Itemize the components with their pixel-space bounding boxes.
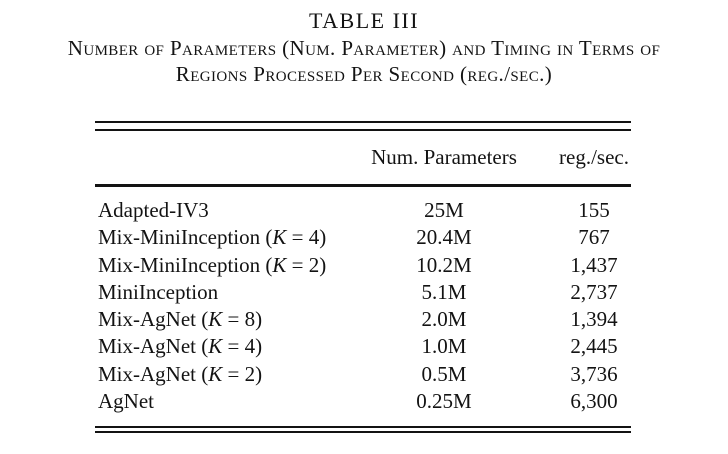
cell-reg-per-sec: 2,737 xyxy=(570,279,618,304)
cell-num-parameters: 0.25M xyxy=(416,389,472,414)
cell-reg-per-sec: 2,445 xyxy=(570,334,618,359)
table-row: MiniInception 5.1M 2,737 xyxy=(95,279,631,306)
cell-model: Mix-MiniInception (K = 2) xyxy=(98,252,327,277)
cell-model: Adapted-IV3 xyxy=(98,198,209,222)
table-row: Adapted-IV3 25M 155 xyxy=(95,197,631,224)
cell-model: MiniInception xyxy=(98,279,219,304)
table-caption-line1: Number of Parameters (Num. Parameter) an… xyxy=(67,36,661,60)
cell-reg-per-sec: 1,394 xyxy=(570,307,618,332)
cell-reg-per-sec: 6,300 xyxy=(570,389,618,414)
cell-model: AgNet xyxy=(98,389,154,414)
cell-num-parameters: 2.0M xyxy=(421,307,467,332)
cell-num-parameters: 1.0M xyxy=(421,334,467,359)
table-header-row: Num. Parameters reg./sec. xyxy=(95,131,631,187)
parameters-timing-table: Num. Parameters reg./sec. Adapted-IV3 25… xyxy=(95,121,631,434)
cell-num-parameters: 0.5M xyxy=(421,361,467,386)
cell-reg-per-sec: 767 xyxy=(578,225,610,250)
table-row: Mix-MiniInception (K = 2) 10.2M 1,437 xyxy=(95,252,631,279)
table-caption-line2: Regions Processed Per Second (reg./sec.) xyxy=(175,62,553,86)
table-body: Adapted-IV3 25M 155 Mix-MiniInception (K… xyxy=(95,187,631,426)
cell-model: Mix-AgNet (K = 4) xyxy=(98,334,263,359)
cell-num-parameters: 10.2M xyxy=(416,252,472,277)
cell-num-parameters: 5.1M xyxy=(421,279,467,304)
table-row: Mix-MiniInception (K = 4) 20.4M 767 xyxy=(95,224,631,251)
header-num-parameters: Num. Parameters xyxy=(371,145,517,169)
cell-reg-per-sec: 155 xyxy=(578,198,610,222)
table-caption: Number of Parameters (Num. Parameter) an… xyxy=(0,35,728,87)
cell-reg-per-sec: 3,736 xyxy=(570,361,618,386)
cell-model: Mix-MiniInception (K = 4) xyxy=(98,225,327,250)
table-row: Mix-AgNet (K = 8) 2.0M 1,394 xyxy=(95,306,631,333)
table-row: Mix-AgNet (K = 2) 0.5M 3,736 xyxy=(95,361,631,388)
cell-num-parameters: 25M xyxy=(424,198,464,222)
cell-model: Mix-AgNet (K = 2) xyxy=(98,361,263,386)
table-row: AgNet 0.25M 6,300 xyxy=(95,388,631,415)
table-row: Mix-AgNet (K = 4) 1.0M 2,445 xyxy=(95,333,631,360)
cell-model: Mix-AgNet (K = 8) xyxy=(98,307,263,332)
header-reg-per-sec: reg./sec. xyxy=(559,145,629,169)
cell-reg-per-sec: 1,437 xyxy=(570,252,618,277)
table-bottom-double-rule xyxy=(95,426,631,434)
table-title: TABLE III xyxy=(308,8,420,33)
cell-num-parameters: 20.4M xyxy=(416,225,472,250)
table-top-double-rule xyxy=(95,121,631,131)
